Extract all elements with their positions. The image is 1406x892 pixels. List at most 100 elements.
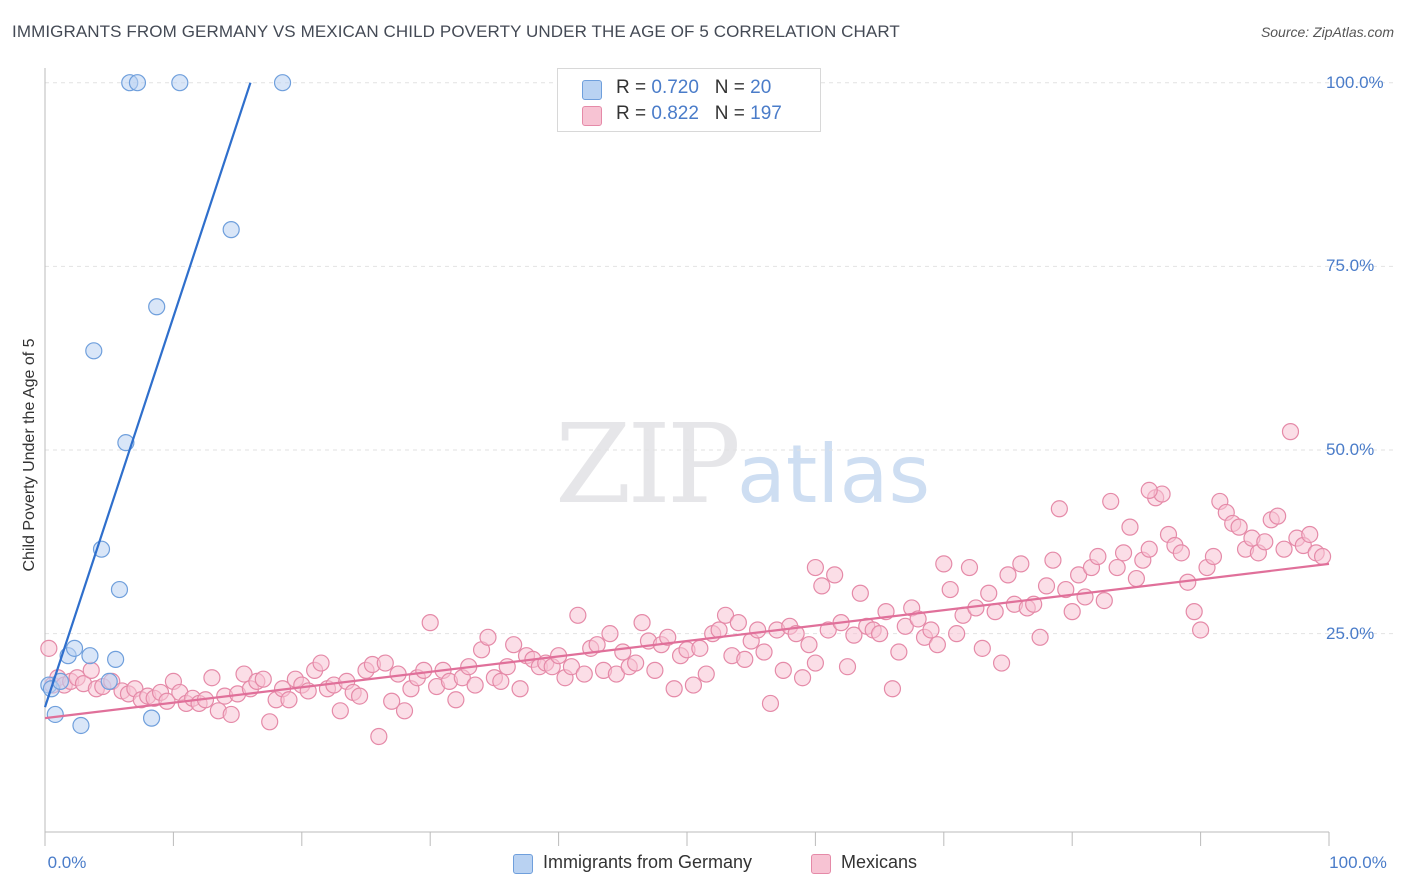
point-germany [85, 342, 103, 360]
point-mexican [1070, 566, 1088, 584]
source-label: Source: ZipAtlas.com [1260, 24, 1394, 40]
point-mexican [331, 702, 349, 720]
y-tick-label: 50.0% [1326, 440, 1375, 459]
correlation-legend: R = 0.720 N = 20 R = 0.822 N = 197 [557, 68, 821, 132]
point-mexican [896, 617, 914, 635]
point-mexican [1076, 588, 1094, 606]
point-mexican [813, 577, 831, 595]
point-mexican [614, 643, 632, 661]
point-mexican [479, 628, 497, 646]
legend-r-value: 0.720 [651, 77, 699, 98]
trend-line-germany [43, 82, 252, 708]
point-mexican [350, 687, 369, 705]
point-germany [107, 650, 125, 668]
point-mexican [986, 603, 1004, 621]
point-germany [81, 647, 99, 665]
series-swatch-germany [513, 854, 533, 874]
point-mexican [312, 654, 330, 672]
point-mexican [627, 654, 645, 672]
point-mexican [774, 661, 792, 679]
point-mexican [1191, 621, 1210, 639]
chart-title: IMMIGRANTS FROM GERMANY VS MEXICAN CHILD… [12, 22, 900, 41]
point-mexican [1102, 492, 1120, 511]
point-mexican [948, 625, 966, 643]
point-mexican [1037, 577, 1056, 595]
point-mexican [922, 621, 940, 639]
point-mexican [562, 658, 581, 676]
point-mexican [235, 665, 253, 683]
trend-line-mexican [44, 562, 1330, 720]
point-mexican [511, 680, 529, 698]
point-germany [128, 74, 147, 92]
point-mexican [203, 669, 221, 687]
point-mexican [1301, 525, 1319, 544]
legend-n-label: N = [714, 103, 751, 124]
watermark-zip: ZIP [555, 400, 741, 528]
point-mexican [729, 614, 747, 632]
watermark-atlas: atlas [736, 428, 931, 521]
point-germany [142, 709, 161, 727]
point-mexican [684, 676, 703, 694]
point-mexican [800, 636, 818, 654]
point-mexican [492, 672, 510, 691]
x-tick-label-max: 100.0% [1329, 853, 1387, 872]
point-mexican [999, 566, 1017, 584]
point-mexican [370, 727, 388, 746]
point-mexican [466, 676, 484, 694]
legend-swatch-germany [582, 80, 602, 100]
watermark: ZIPatlas [555, 400, 930, 528]
point-mexican [222, 705, 240, 724]
point-mexican [909, 610, 927, 628]
point-mexican [1063, 603, 1081, 621]
point-germany [72, 716, 90, 735]
point-mexican [158, 692, 176, 710]
legend-text-germany: R = 0.720 N = 20 [616, 77, 771, 99]
point-mexican [1185, 603, 1203, 621]
series-swatch-mexicans [811, 854, 831, 874]
point-mexican [883, 680, 902, 698]
point-mexican [1140, 540, 1158, 558]
legend-r-label: R = [616, 103, 652, 124]
point-mexican [1057, 580, 1075, 599]
legend-n-label: N = [714, 77, 751, 98]
point-mexican [1313, 547, 1332, 566]
point-mexican [254, 670, 272, 688]
point-mexican [415, 661, 433, 679]
point-mexican [421, 614, 439, 632]
point-mexican [1256, 533, 1274, 551]
series-label-mexicans: Mexicans [841, 852, 918, 872]
point-mexican [376, 654, 394, 672]
point-mexican [941, 580, 959, 599]
point-germany [222, 221, 240, 239]
point-mexican [40, 639, 58, 657]
point-mexican [736, 650, 754, 668]
point-germany [46, 705, 64, 724]
legend-text-mexicans: R = 0.822 N = 197 [616, 103, 782, 125]
point-mexican [395, 702, 414, 720]
point-mexican [633, 614, 651, 632]
point-mexican [1275, 540, 1293, 558]
point-mexican [928, 636, 946, 654]
point-mexican [935, 555, 953, 573]
point-mexican [1095, 591, 1113, 610]
point-mexican [1281, 423, 1300, 441]
point-mexican [826, 566, 844, 584]
point-mexican [280, 691, 298, 709]
point-mexican [787, 625, 805, 643]
point-mexican [383, 692, 401, 710]
point-mexican [1269, 507, 1287, 525]
point-mexican [851, 584, 869, 602]
point-germany [273, 74, 292, 92]
point-mexican [890, 643, 908, 661]
point-mexican [646, 661, 664, 679]
point-mexican [992, 654, 1011, 672]
x-tick-label-min: 0.0% [47, 853, 87, 872]
point-mexican [447, 691, 465, 709]
point-mexican [806, 654, 825, 672]
legend-n-value: 20 [750, 77, 772, 98]
point-mexican [697, 665, 715, 683]
point-mexican [960, 558, 979, 577]
point-mexican [793, 669, 812, 687]
point-mexican [82, 661, 100, 679]
